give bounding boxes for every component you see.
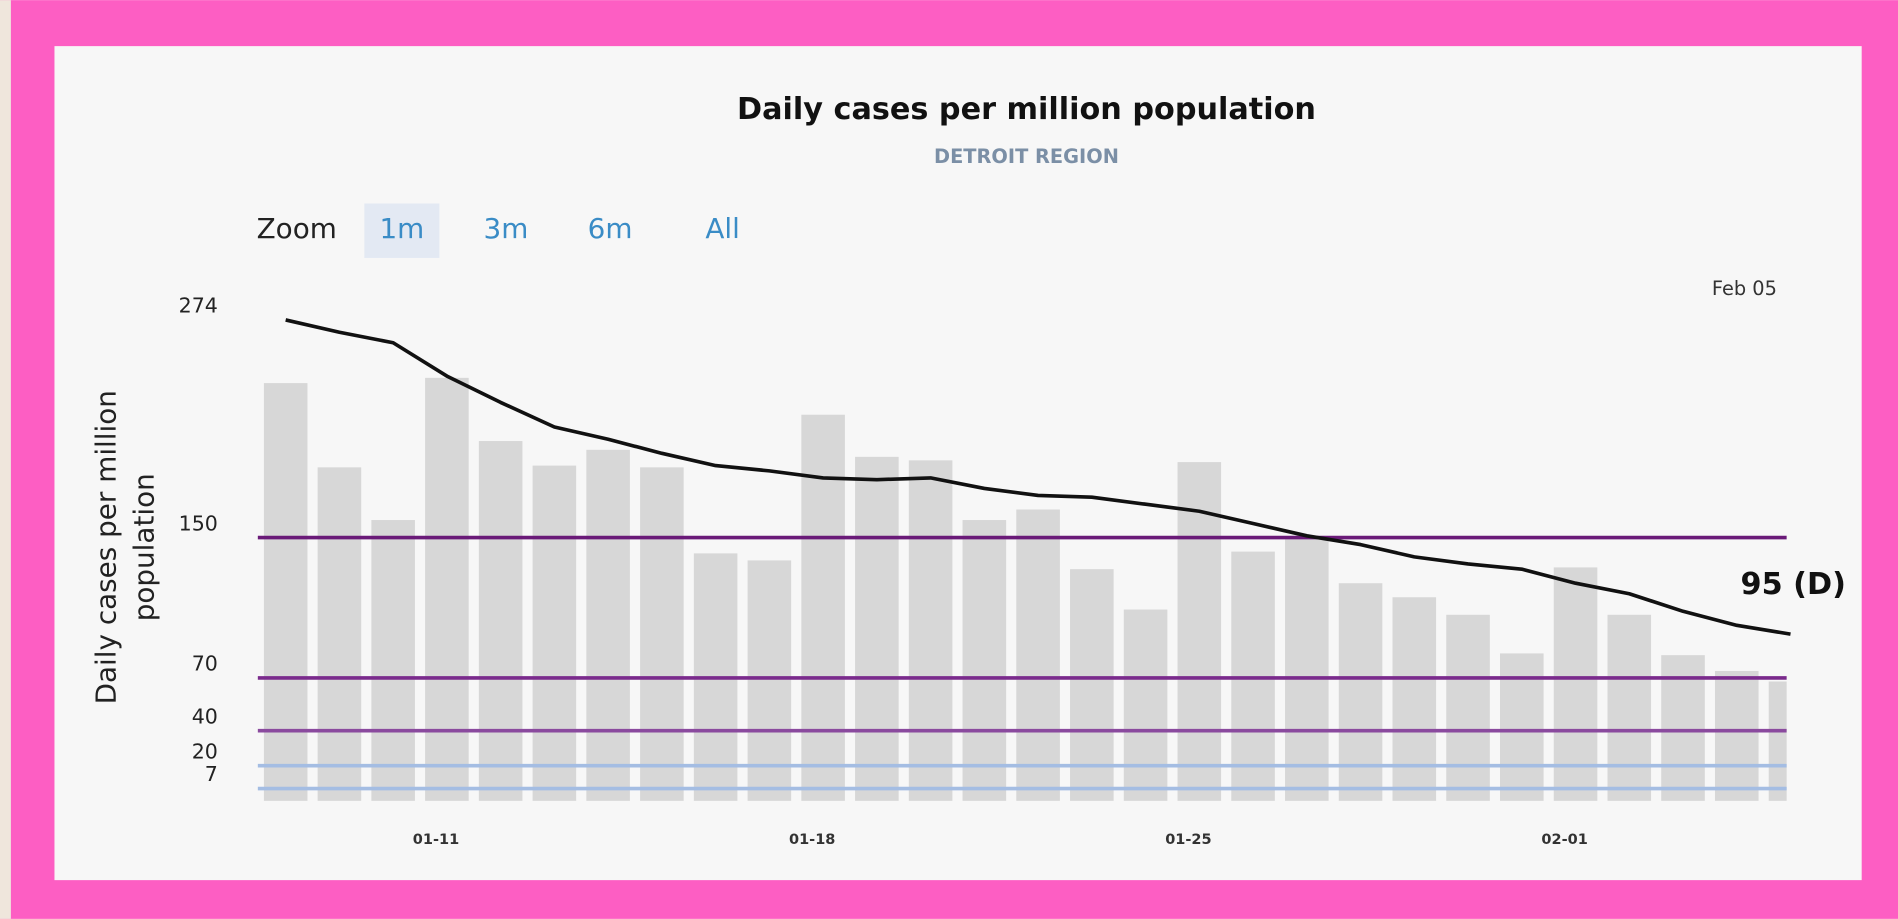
- bar: [962, 520, 1007, 801]
- bar: [1446, 614, 1490, 801]
- bar: [747, 560, 792, 801]
- y-axis-label: Daily cases per million population: [90, 390, 161, 704]
- overlay: 1m 3m 6m All 01-11 01-18 01-25 02-01 720 40 70 150 2…: [179, 203, 1846, 848]
- bar: [478, 441, 523, 801]
- bar: [1768, 681, 1787, 801]
- bar: [1500, 653, 1544, 801]
- annotation: 95 (D): [1741, 567, 1846, 602]
- edge: [0, 0, 11, 919]
- bar: [855, 456, 899, 801]
- bar: [1338, 583, 1383, 801]
- bar: [586, 449, 630, 801]
- y-tick-label: 20: [192, 739, 218, 763]
- bar: [1016, 509, 1060, 801]
- bar: [908, 460, 953, 801]
- zoom-button[interactable]: 6m: [588, 212, 633, 245]
- x-tick-label: 01-25: [1165, 832, 1211, 848]
- zoom-button[interactable]: 3m: [484, 212, 529, 245]
- y-tick-label: 70: [192, 652, 218, 676]
- y-tick-label: 150: [179, 511, 218, 535]
- bar: [1553, 567, 1598, 801]
- bar: [1070, 569, 1114, 801]
- bar: [1607, 614, 1652, 801]
- bar: [1392, 597, 1437, 801]
- bar: [263, 383, 308, 801]
- bar: [640, 467, 684, 801]
- y-tick-label: 7: [205, 762, 218, 786]
- bar: [1123, 609, 1168, 801]
- bar: [1714, 670, 1759, 801]
- x-tick-label: 01-11: [413, 832, 459, 848]
- bar: [371, 520, 415, 801]
- bar: [801, 414, 845, 801]
- y-label-line: Daily cases per million: [90, 390, 123, 704]
- x-tick-label: 02-01: [1541, 832, 1587, 848]
- chart-title: Daily cases per million population: [737, 92, 1316, 127]
- x-tick-label: 01-18: [789, 832, 835, 848]
- chart-subtitle: DETROIT REGION: [934, 145, 1119, 168]
- average-line: [285, 318, 1791, 636]
- bar: [532, 465, 577, 801]
- zoom-button[interactable]: 1m: [379, 212, 424, 245]
- y-tick-label: 40: [192, 704, 218, 728]
- zoom-selected-bg: [364, 203, 440, 258]
- bar: [1285, 539, 1329, 801]
- bar: [425, 377, 469, 801]
- bar: [317, 467, 362, 801]
- bar: [1177, 462, 1222, 801]
- date-label: Feb 05: [1712, 277, 1777, 300]
- zoom-button[interactable]: All: [705, 212, 740, 245]
- y-tick-label: 274: [179, 294, 218, 318]
- y-label-line: population: [127, 473, 160, 621]
- zoom-label: Zoom: [257, 212, 337, 245]
